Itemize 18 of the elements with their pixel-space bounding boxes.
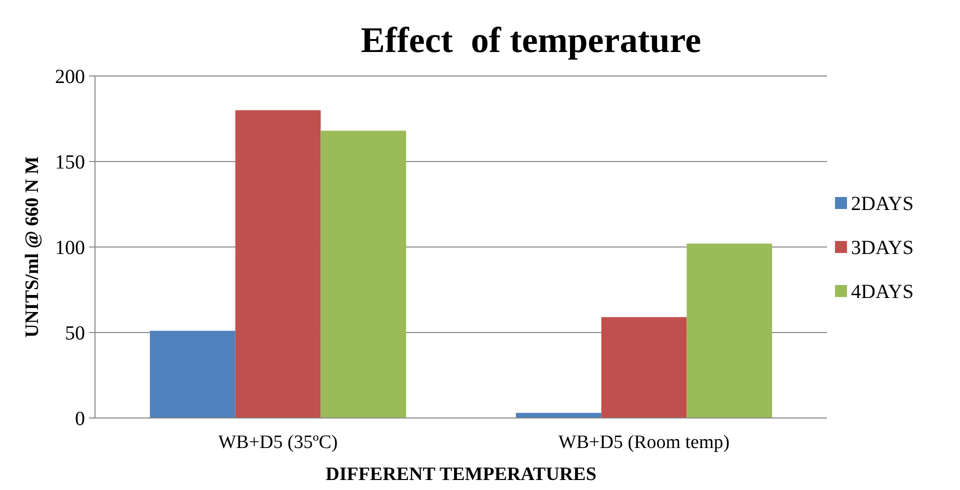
chart-title: Effect of temperature — [360, 20, 702, 60]
bar — [686, 244, 772, 418]
bar — [150, 330, 236, 418]
y-tick-label: 0 — [75, 408, 85, 430]
legend-label: 3DAYS — [851, 237, 914, 259]
x-tick-label: WB+D5 (35ºC) — [218, 432, 338, 453]
x-axis-title: DIFFERENT TEMPERATURES — [326, 464, 596, 485]
legend-label: 2DAYS — [851, 193, 914, 215]
y-tick-label: 150 — [55, 152, 85, 174]
x-tick-label: WB+D5 (Room temp) — [558, 432, 730, 453]
bar — [235, 110, 321, 418]
legend-label: 4DAYS — [851, 281, 914, 303]
bar — [601, 317, 687, 418]
y-tick-label: 50 — [65, 322, 85, 344]
bar — [320, 130, 406, 418]
y-axis-title: UNITS/ml @ 660 N M — [22, 156, 43, 338]
y-tick-label: 200 — [55, 66, 85, 88]
y-tick-label: 100 — [55, 237, 85, 259]
